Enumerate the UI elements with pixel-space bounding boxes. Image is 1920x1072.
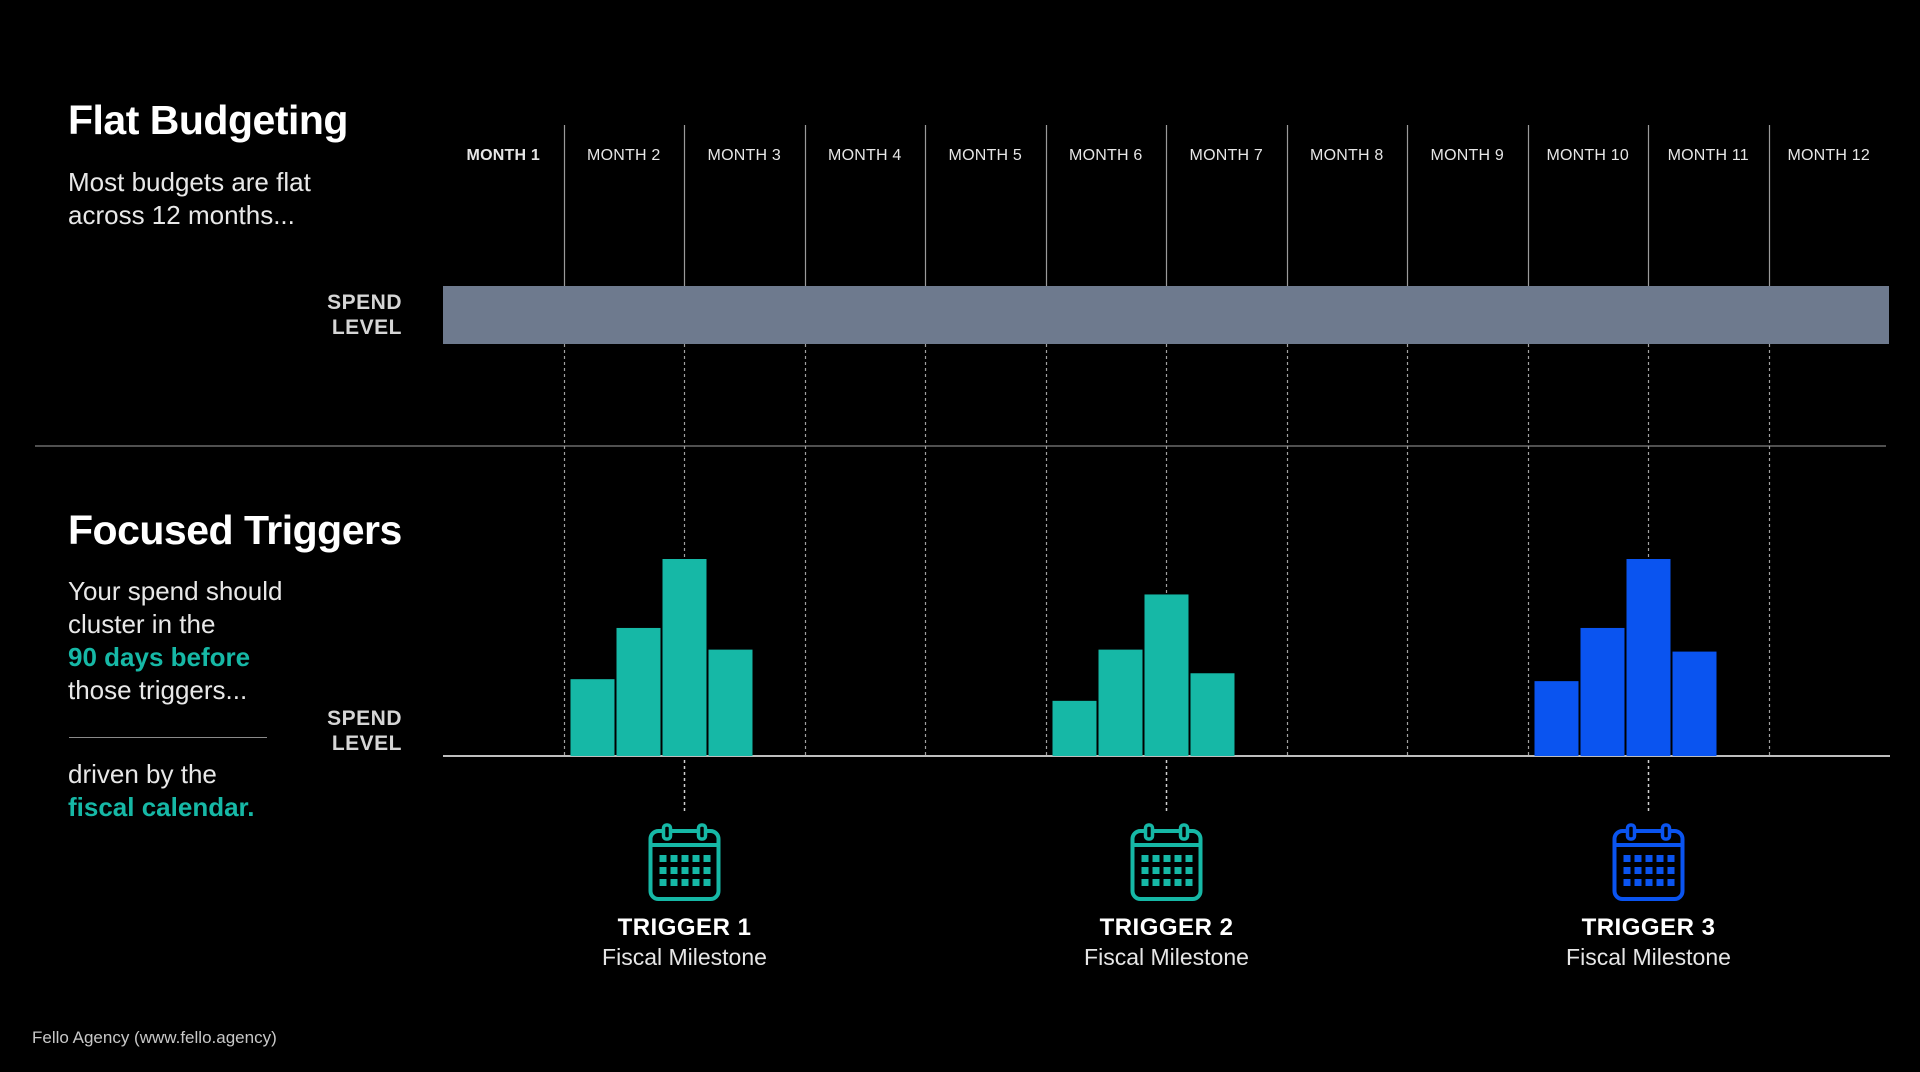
spend-bar <box>1098 649 1143 756</box>
calendar-icon <box>648 823 721 901</box>
spend-bar <box>1190 673 1235 756</box>
spend-bar <box>570 679 615 756</box>
spend-bar <box>616 627 661 756</box>
month-label: MONTH 11 <box>1667 147 1749 164</box>
driven-by-text: driven by the fiscal calendar. <box>68 758 254 824</box>
spend-bar <box>1580 627 1625 756</box>
flat-desc-line-2: across 12 months... <box>68 200 295 230</box>
trigger-subtitle: Fiscal Milestone <box>1084 944 1249 970</box>
month-label: MONTH 12 <box>1787 147 1870 164</box>
focused-triggers-description: Your spend should cluster in the 90 days… <box>68 575 282 707</box>
month-label: MONTH 2 <box>587 147 661 164</box>
flat-budgeting-description: Most budgets are flat across 12 months..… <box>68 166 311 232</box>
month-label: MONTH 8 <box>1310 147 1384 164</box>
footer-credit: Fello Agency (www.fello.agency) <box>32 1028 277 1047</box>
spend-bar <box>1052 700 1097 756</box>
trigger-title: TRIGGER 2 <box>1099 914 1234 941</box>
month-label: MONTH 7 <box>1189 147 1263 164</box>
spend-bar <box>1144 594 1189 756</box>
trigger-title: TRIGGER 1 <box>617 914 752 941</box>
month-label: MONTH 9 <box>1430 147 1504 164</box>
spend-bar <box>1534 681 1579 756</box>
spend-bar <box>662 559 707 756</box>
month-label: MONTH 1 <box>466 147 540 164</box>
spend-bar <box>1672 651 1717 756</box>
spend-bar <box>1626 559 1671 756</box>
focused-desc-line-4: those triggers... <box>68 675 248 705</box>
focused-desc-line-2: cluster in the <box>68 609 216 639</box>
calendar-icon <box>1130 823 1203 901</box>
flat-spend-level-label: SPEND LEVEL <box>282 290 402 340</box>
month-label: MONTH 6 <box>1069 147 1143 164</box>
focused-spend-level-label: SPEND LEVEL <box>282 706 402 756</box>
flat-spend-label-line-2: LEVEL <box>331 316 402 339</box>
focused-desc-highlight: 90 days before <box>68 642 251 672</box>
driven-highlight: fiscal calendar. <box>68 792 255 822</box>
calendar-icon <box>1612 823 1685 901</box>
focused-spend-label-line-2: LEVEL <box>331 732 402 755</box>
trigger-subtitle: Fiscal Milestone <box>1566 944 1731 970</box>
trigger-subtitle: Fiscal Milestone <box>602 944 767 970</box>
flat-desc-line-1: Most budgets are flat <box>68 167 311 197</box>
spend-bar <box>708 649 753 756</box>
month-label: MONTH 4 <box>828 147 902 164</box>
flat-spend-band <box>443 286 1889 344</box>
focused-desc-line-1: Your spend should <box>68 576 283 606</box>
trigger-title: TRIGGER 3 <box>1581 914 1716 941</box>
month-label: MONTH 10 <box>1546 147 1629 164</box>
left-divider <box>69 737 267 738</box>
focused-spend-label-line-1: SPEND <box>327 707 402 730</box>
driven-line-1: driven by the <box>68 759 217 789</box>
month-label: MONTH 3 <box>707 147 781 164</box>
focused-triggers-title: Focused Triggers <box>68 507 402 553</box>
flat-budgeting-title: Flat Budgeting <box>68 97 348 143</box>
flat-spend-label-line-1: SPEND <box>327 291 402 314</box>
month-label: MONTH 5 <box>948 147 1022 164</box>
